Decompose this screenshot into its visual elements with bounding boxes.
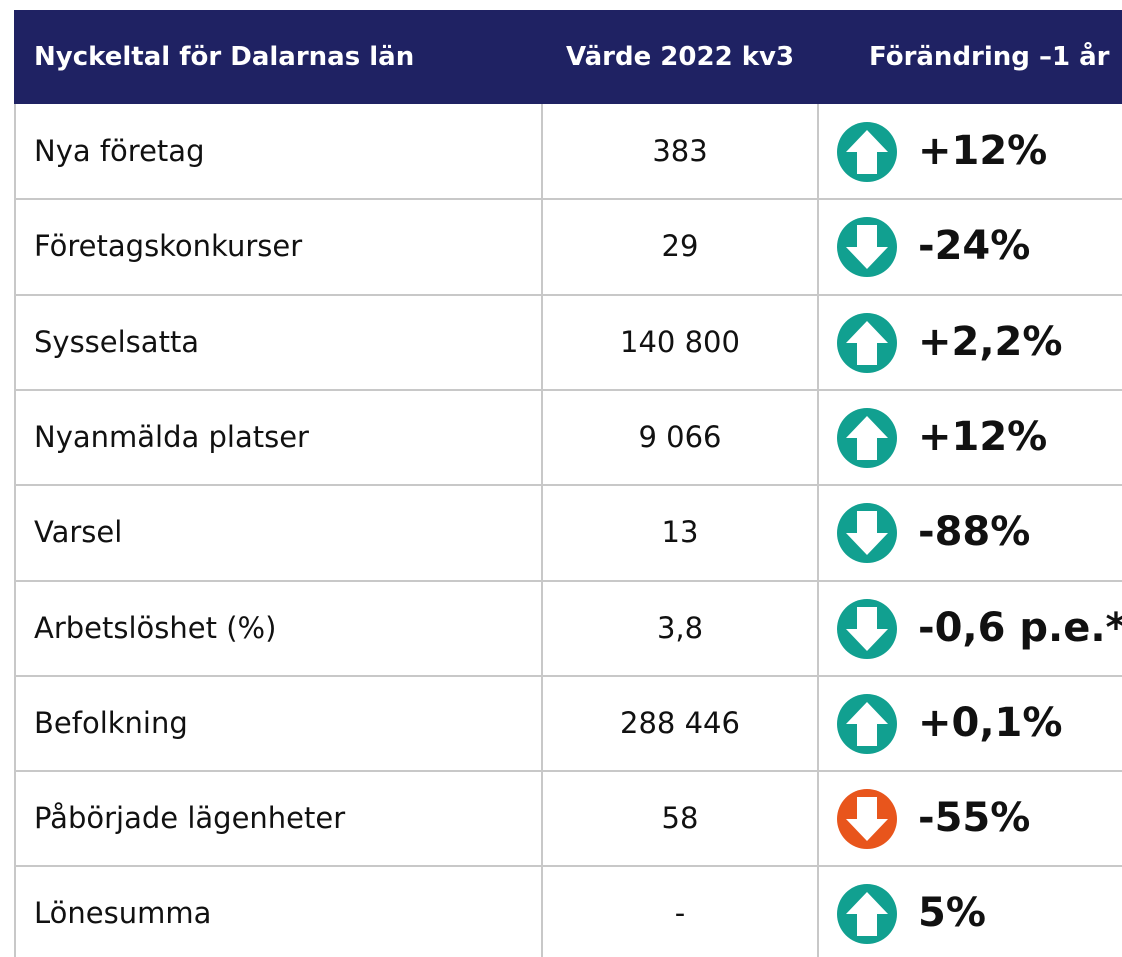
row-change: -88% (918, 509, 1031, 556)
row-value: 383 (652, 134, 708, 168)
trend-arrow-up (837, 312, 897, 373)
row-change: +2,2% (918, 318, 1063, 365)
row-divider (14, 865, 1122, 868)
header-cell: Förändring –1 år (869, 42, 1110, 72)
arrow (846, 225, 888, 270)
trend-arrow-up (837, 407, 897, 468)
row-label: Arbetslöshet (%) (34, 610, 277, 645)
row-change: -55% (918, 795, 1031, 842)
header-band (14, 10, 1122, 104)
trend-arrow-up (837, 693, 897, 754)
row-label: Varsel (34, 515, 123, 550)
header-cell: Värde 2022 kv3 (565, 42, 795, 72)
row-value: 140 800 (620, 324, 740, 359)
row-divider (14, 293, 1122, 296)
row-value: 29 (661, 229, 699, 264)
row-change: +12% (918, 413, 1048, 460)
arrow (846, 415, 888, 460)
arrow (846, 701, 888, 746)
row-value: 13 (661, 515, 699, 550)
trend-arrow-down (837, 217, 897, 278)
row-value: 3,8 (656, 610, 704, 645)
trend-arrow-down (837, 503, 897, 564)
row-label: Lönesumma (34, 896, 212, 931)
row-divider (14, 198, 1122, 201)
trend-arrow-down (837, 598, 897, 659)
row-value: 9 066 (638, 419, 722, 454)
arrow (846, 130, 888, 174)
arrow (846, 892, 888, 937)
trend-arrow-down (837, 789, 897, 850)
row-divider (14, 388, 1122, 391)
border (14, 104, 16, 957)
row-value: 288 446 (620, 705, 740, 740)
arrow (846, 797, 888, 842)
column-divider (541, 104, 543, 957)
row-divider (14, 579, 1122, 582)
row-label: Påbörjade lägenheter (34, 801, 346, 836)
column-divider (817, 104, 819, 957)
row-change: -0,6 p.e.* (918, 604, 1122, 651)
row-change: +0,1% (918, 699, 1063, 746)
row-label: Nya företag (34, 134, 205, 168)
row-change: +12% (918, 128, 1048, 174)
arrow (846, 320, 888, 365)
header-cell: Nyckeltal för Dalarnas län (34, 42, 415, 72)
arrow (846, 606, 888, 651)
row-divider (14, 484, 1122, 487)
arrow (846, 511, 888, 556)
row-value: 58 (661, 801, 699, 836)
row-divider (14, 674, 1122, 677)
row-value: - (674, 896, 686, 931)
row-label: Nyanmälda platser (34, 419, 309, 454)
row-label: Sysselsatta (34, 324, 200, 359)
row-change: 5% (918, 890, 986, 937)
row-divider (14, 770, 1122, 773)
row-change: -24% (918, 223, 1031, 270)
trend-arrow-up (837, 884, 897, 945)
row-label: Företagskonkurser (34, 229, 303, 264)
trend-arrow-up (837, 122, 897, 182)
row-label: Befolkning (34, 705, 188, 740)
